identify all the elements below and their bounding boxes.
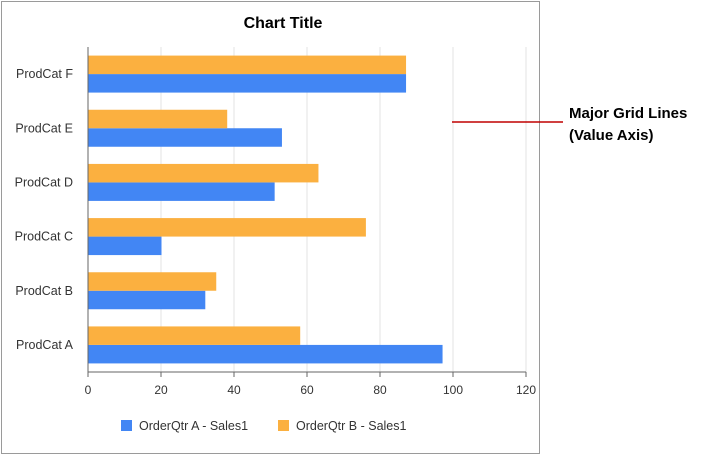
chart-frame: Chart Title 0 20 40 60 80 100 120 ProdCat A Prod… bbox=[1, 1, 540, 454]
grid-lines bbox=[160, 47, 527, 372]
bar-series-a bbox=[88, 290, 206, 310]
category-label: ProdCat D bbox=[15, 175, 73, 189]
bar-series-b bbox=[88, 163, 319, 183]
chart-title: Chart Title bbox=[244, 15, 323, 32]
legend-swatch bbox=[121, 420, 132, 431]
legend: OrderQtr A - Sales1 OrderQtr B - Sales1 bbox=[121, 419, 406, 433]
bar-series-b bbox=[88, 55, 407, 75]
x-tick-label: 60 bbox=[300, 383, 314, 397]
bar-series-b bbox=[88, 326, 301, 345]
bar-series-b bbox=[88, 109, 228, 129]
x-tick-label: 120 bbox=[516, 383, 536, 397]
legend-swatch bbox=[278, 420, 289, 431]
bar-series-b bbox=[88, 272, 217, 291]
bar-series-a bbox=[88, 182, 275, 201]
callout-label: Major Grid Lines (Value Axis) bbox=[569, 103, 709, 147]
bar-series-a bbox=[88, 236, 162, 256]
legend-label: OrderQtr B - Sales1 bbox=[296, 419, 406, 433]
category-label: ProdCat B bbox=[15, 284, 73, 298]
callout-line-2: (Value Axis) bbox=[569, 127, 654, 144]
bar-series-a bbox=[88, 344, 443, 364]
category-label: ProdCat F bbox=[16, 67, 73, 81]
legend-label: OrderQtr A - Sales1 bbox=[139, 419, 248, 433]
bar-series-b bbox=[88, 218, 366, 237]
category-label: ProdCat A bbox=[16, 338, 74, 352]
x-tick-label: 100 bbox=[443, 383, 463, 397]
x-tick-label: 0 bbox=[85, 383, 92, 397]
bars bbox=[88, 55, 443, 364]
x-tick-label: 20 bbox=[154, 383, 168, 397]
bar-chart: Chart Title 0 20 40 60 80 100 120 ProdCat A Prod… bbox=[15, 15, 537, 433]
bar-series-a bbox=[88, 128, 282, 147]
axes: 0 20 40 60 80 100 120 ProdCat A ProdCat B ProdCat… bbox=[15, 47, 536, 397]
x-tick-label: 40 bbox=[227, 383, 241, 397]
category-label: ProdCat C bbox=[15, 230, 73, 244]
callout-line-1: Major Grid Lines bbox=[569, 105, 688, 122]
x-tick-label: 80 bbox=[373, 383, 387, 397]
bar-series-a bbox=[88, 74, 407, 93]
category-label: ProdCat E bbox=[15, 121, 73, 135]
